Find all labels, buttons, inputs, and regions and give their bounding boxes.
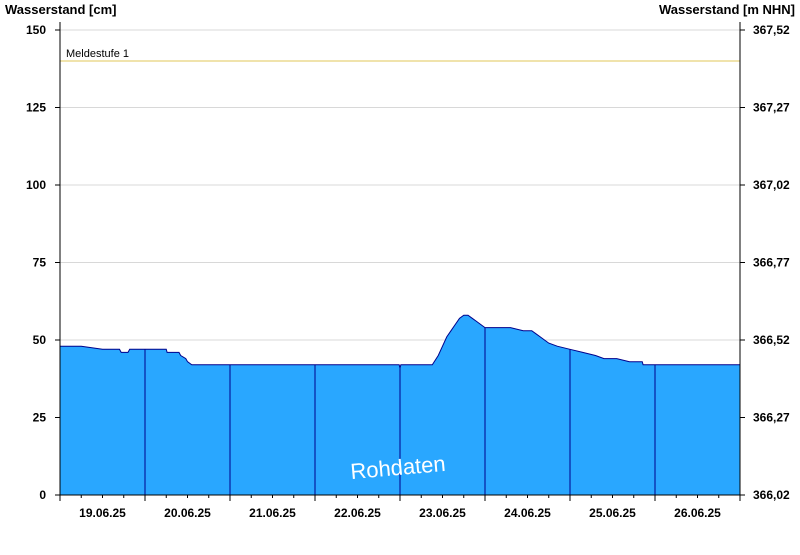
right-tick-label: 367,52 xyxy=(753,23,790,37)
x-tick-label: 21.06.25 xyxy=(249,506,296,520)
threshold: Meldestufe 1 xyxy=(60,48,740,62)
x-axis-ticks: 19.06.25 20.06.25 21.06.25 22.06.25 23.06.25… xyxy=(59,495,741,520)
right-axis-ticks: 367,52 367,27 367,02 366,77 366,52 366,27 366,… xyxy=(740,23,790,502)
threshold-label: Meldestufe 1 xyxy=(66,48,129,60)
x-tick-label: 24.06.25 xyxy=(504,506,551,520)
x-tick-label: 25.06.25 xyxy=(589,506,636,520)
right-tick-label: 367,27 xyxy=(753,101,790,115)
right-tick-label: 366,52 xyxy=(753,333,790,347)
x-tick-label: 19.06.25 xyxy=(79,506,126,520)
day-separators xyxy=(144,327,656,495)
x-tick-label: 22.06.25 xyxy=(334,506,381,520)
left-tick-label: 100 xyxy=(26,178,46,192)
x-tick-label: 20.06.25 xyxy=(164,506,211,520)
left-tick-label: 0 xyxy=(39,488,46,502)
left-axis-ticks: 150 125 100 75 50 25 0 xyxy=(26,23,60,502)
left-tick-label: 25 xyxy=(33,411,47,425)
right-tick-label: 367,02 xyxy=(753,178,790,192)
right-axis-title: Wasserstand [m NHN] xyxy=(659,2,795,17)
left-tick-label: 75 xyxy=(33,256,47,270)
x-tick-label: 23.06.25 xyxy=(419,506,466,520)
right-tick-label: 366,02 xyxy=(753,488,790,502)
left-tick-label: 150 xyxy=(26,23,46,37)
right-tick-label: 366,27 xyxy=(753,411,790,425)
water-level-line xyxy=(60,314,740,370)
left-tick-label: 125 xyxy=(26,101,46,115)
left-axis-title: Wasserstand [cm] xyxy=(5,2,117,17)
x-tick-label: 26.06.25 xyxy=(674,506,721,520)
left-tick-label: 50 xyxy=(33,333,47,347)
right-tick-label: 366,77 xyxy=(753,256,790,270)
